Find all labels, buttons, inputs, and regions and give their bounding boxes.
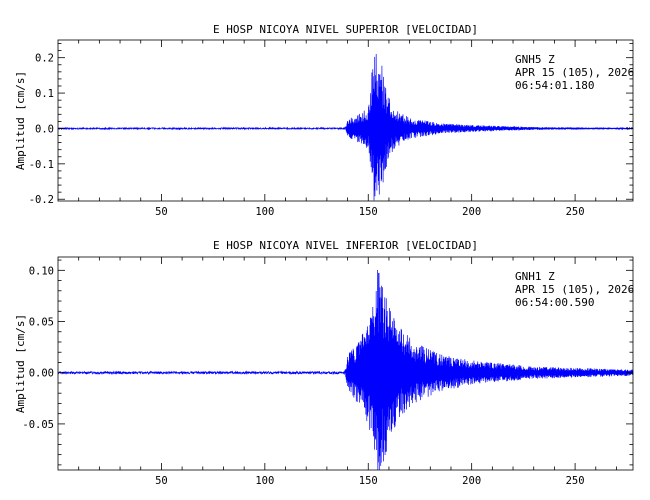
plot-frame <box>57 256 634 471</box>
y-tick-label: 0.00 <box>29 368 54 380</box>
chart-title: E HOSP NICOYA NIVEL SUPERIOR [VELOCIDAD] <box>213 23 478 36</box>
x-tick-label: 100 <box>255 475 274 487</box>
x-tick-label: 200 <box>462 206 481 218</box>
station-annotation: 06:54:00.590 <box>515 296 594 309</box>
waveform-trace <box>57 54 634 201</box>
x-tick-label: 250 <box>566 475 585 487</box>
x-tick-label: 250 <box>566 206 585 218</box>
x-tick-label: 100 <box>255 206 274 218</box>
y-tick-label: -0.05 <box>22 419 54 431</box>
y-tick-label: 0.10 <box>29 265 54 277</box>
chart-title: E HOSP NICOYA NIVEL INFERIOR [VELOCIDAD] <box>213 239 478 252</box>
station-annotation: 06:54:01.180 <box>515 79 594 92</box>
y-tick-label: 0.2 <box>35 53 54 65</box>
station-annotation: GNH1 Z <box>515 270 555 283</box>
x-tick-label: 50 <box>155 475 168 487</box>
station-annotation: APR 15 (105), 2026 <box>515 283 634 296</box>
y-tick-label: -0.2 <box>29 194 54 206</box>
y-axis-label: Amplitud [cm/s] <box>14 71 27 170</box>
y-tick-label: 0.05 <box>29 317 54 329</box>
x-tick-label: 150 <box>359 206 378 218</box>
upper-seismogram-panel: E HOSP NICOYA NIVEL SUPERIOR [VELOCIDAD]… <box>14 23 634 218</box>
station-annotation: APR 15 (105), 2026 <box>515 66 634 79</box>
y-tick-label: 0.0 <box>35 123 54 135</box>
x-tick-label: 150 <box>359 475 378 487</box>
y-tick-label: 0.1 <box>35 88 54 100</box>
lower-seismogram-panel: E HOSP NICOYA NIVEL INFERIOR [VELOCIDAD]… <box>14 239 634 487</box>
x-tick-label: 50 <box>155 206 168 218</box>
station-annotation: GNH5 Z <box>515 53 555 66</box>
y-tick-label: -0.1 <box>29 159 54 171</box>
waveform-trace <box>57 270 634 471</box>
y-axis-label: Amplitud [cm/s] <box>14 314 27 413</box>
plot-frame <box>57 39 634 202</box>
x-tick-label: 200 <box>462 475 481 487</box>
